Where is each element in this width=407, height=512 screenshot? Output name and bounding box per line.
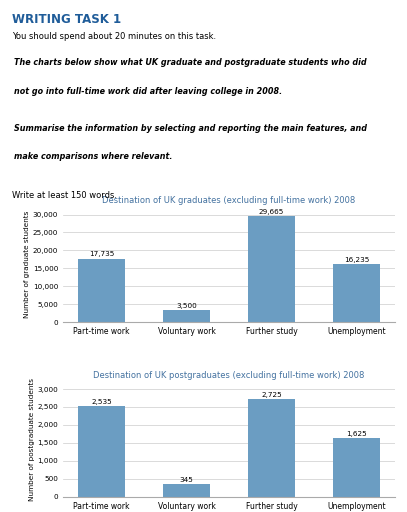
Bar [333,264,380,322]
Text: Write at least 150 words.: Write at least 150 words. [12,191,117,201]
Bar [163,310,210,322]
Bar [163,484,210,497]
Text: Summarise the information by selecting and reporting the main features, and: Summarise the information by selecting a… [14,124,367,133]
Text: The charts below show what UK graduate and postgraduate students who did: The charts below show what UK graduate a… [14,58,367,67]
Y-axis label: Number of graduate students: Number of graduate students [24,211,30,318]
Text: make comparisons where relevant.: make comparisons where relevant. [14,153,173,161]
Text: 3,500: 3,500 [176,303,197,309]
Bar [248,399,295,497]
Text: 2,535: 2,535 [91,399,112,405]
Text: 1,625: 1,625 [346,432,367,437]
Bar [78,406,125,497]
Title: Destination of UK postgraduates (excluding full-time work) 2008: Destination of UK postgraduates (excludi… [93,371,365,380]
Bar [78,259,125,322]
Text: 16,235: 16,235 [344,257,369,263]
Title: Destination of UK graduates (excluding full-time work) 2008: Destination of UK graduates (excluding f… [102,196,356,205]
Text: 17,735: 17,735 [89,251,114,258]
Bar [248,216,295,322]
Text: WRITING TASK 1: WRITING TASK 1 [12,13,121,26]
Bar [333,438,380,497]
Text: 29,665: 29,665 [259,209,284,215]
Text: You should spend about 20 minutes on this task.: You should spend about 20 minutes on thi… [12,32,217,41]
Y-axis label: Number of postgraduate students: Number of postgraduate students [29,378,35,501]
Text: 2,725: 2,725 [261,392,282,398]
Text: 345: 345 [179,477,193,483]
Text: not go into full-time work did after leaving college in 2008.: not go into full-time work did after lea… [14,87,282,96]
